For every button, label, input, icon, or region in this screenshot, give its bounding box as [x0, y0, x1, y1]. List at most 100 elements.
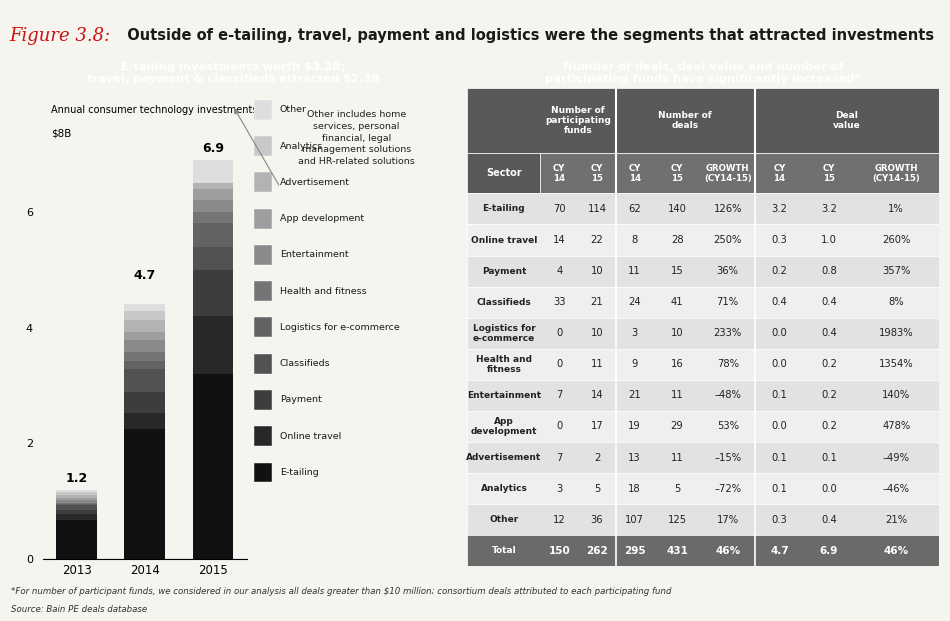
Text: E-tailing: E-tailing: [483, 204, 525, 214]
Bar: [56, 505, 97, 510]
Text: CY
15: CY 15: [591, 163, 603, 183]
Bar: [193, 247, 234, 270]
Text: 46%: 46%: [884, 546, 909, 556]
Text: Health and
fitness: Health and fitness: [476, 355, 532, 374]
Text: 1354%: 1354%: [879, 360, 914, 369]
Text: $8B: $8B: [51, 128, 71, 138]
Text: Analytics: Analytics: [481, 484, 527, 493]
Bar: [193, 270, 234, 316]
Text: CY
15: CY 15: [671, 163, 683, 183]
Text: App development: App development: [279, 214, 364, 223]
Bar: [124, 392, 165, 412]
Text: 140%: 140%: [882, 391, 910, 401]
Text: 10: 10: [671, 329, 683, 338]
Text: 24: 24: [628, 297, 641, 307]
Bar: [467, 380, 939, 411]
Text: Total: Total: [491, 546, 516, 555]
Bar: [467, 88, 939, 153]
Bar: [193, 374, 234, 559]
Text: 107: 107: [625, 515, 644, 525]
Text: 1.0: 1.0: [821, 235, 837, 245]
Text: 233%: 233%: [713, 329, 742, 338]
Text: 6.9: 6.9: [202, 142, 224, 155]
Text: Source: Bain PE deals database: Source: Bain PE deals database: [11, 605, 147, 614]
Text: 1%: 1%: [888, 204, 904, 214]
Text: 0.4: 0.4: [771, 297, 788, 307]
Bar: [254, 463, 272, 483]
Text: 0.0: 0.0: [771, 422, 788, 432]
Text: 250%: 250%: [713, 235, 742, 245]
Text: 126%: 126%: [713, 204, 742, 214]
Text: 0.8: 0.8: [821, 266, 837, 276]
Text: Advertisement: Advertisement: [466, 453, 542, 462]
Text: 14: 14: [553, 235, 565, 245]
Text: –72%: –72%: [714, 484, 741, 494]
Text: Entertainment: Entertainment: [466, 391, 541, 400]
Bar: [254, 354, 272, 374]
Bar: [254, 100, 272, 120]
Text: CY
14: CY 14: [553, 163, 565, 183]
Text: CY
14: CY 14: [773, 163, 786, 183]
Bar: [467, 153, 541, 193]
Text: 5: 5: [674, 484, 680, 494]
Bar: [467, 287, 939, 318]
Text: 0: 0: [556, 422, 562, 432]
Text: 11: 11: [671, 391, 683, 401]
Text: 0: 0: [556, 329, 562, 338]
Text: 29: 29: [671, 422, 683, 432]
Bar: [193, 212, 234, 224]
Bar: [56, 514, 97, 520]
Text: 11: 11: [628, 266, 641, 276]
Text: 53%: 53%: [716, 422, 739, 432]
Text: 36: 36: [591, 515, 603, 525]
Text: Outside of e-tailing, travel, payment and logistics were the segments that attra: Outside of e-tailing, travel, payment an…: [117, 28, 934, 43]
Text: 8: 8: [632, 235, 637, 245]
Bar: [467, 504, 939, 535]
Text: –15%: –15%: [714, 453, 741, 463]
Bar: [124, 304, 165, 311]
Text: Other: Other: [489, 515, 519, 524]
Text: 4: 4: [556, 266, 562, 276]
Text: 0: 0: [556, 360, 562, 369]
Bar: [124, 311, 165, 320]
Text: 21%: 21%: [885, 515, 907, 525]
Text: Health and fitness: Health and fitness: [279, 287, 367, 296]
Text: 15: 15: [671, 266, 683, 276]
Text: Advertisement: Advertisement: [279, 178, 350, 187]
Bar: [124, 340, 165, 352]
Text: 16: 16: [671, 360, 683, 369]
Text: Analytics: Analytics: [279, 142, 323, 151]
Text: 17: 17: [591, 422, 603, 432]
Text: 478%: 478%: [882, 422, 910, 432]
Bar: [124, 352, 165, 361]
Bar: [467, 318, 939, 349]
Text: 3: 3: [632, 329, 637, 338]
Text: 0.2: 0.2: [821, 391, 837, 401]
Bar: [467, 535, 939, 566]
Text: 0.1: 0.1: [821, 453, 837, 463]
Text: 0.0: 0.0: [771, 360, 788, 369]
Text: E-tailing: E-tailing: [279, 468, 318, 477]
Text: *For number of participant funds, we considered in our analysis all deals greate: *For number of participant funds, we con…: [11, 587, 672, 596]
Bar: [193, 201, 234, 212]
Text: –48%: –48%: [714, 391, 741, 401]
Text: Payment: Payment: [482, 266, 526, 276]
Text: 260%: 260%: [882, 235, 910, 245]
Text: 11: 11: [591, 360, 603, 369]
Bar: [124, 361, 165, 369]
Text: 0.0: 0.0: [771, 329, 788, 338]
Text: 19: 19: [628, 422, 641, 432]
Text: 0.1: 0.1: [771, 484, 788, 494]
Text: 9: 9: [632, 360, 637, 369]
Bar: [467, 473, 939, 504]
Bar: [56, 500, 97, 503]
Text: 46%: 46%: [715, 546, 740, 556]
Bar: [124, 428, 165, 559]
Bar: [467, 349, 939, 380]
Text: 28: 28: [671, 235, 683, 245]
Text: 0.2: 0.2: [821, 422, 837, 432]
Text: 18: 18: [628, 484, 641, 494]
Text: E-tailing investments worth $3.2B;
travel, payment & classifieds attracted $2.3B: E-tailing investments worth $3.2B; trave…: [87, 62, 380, 84]
Bar: [254, 317, 272, 337]
Text: 7: 7: [556, 453, 562, 463]
